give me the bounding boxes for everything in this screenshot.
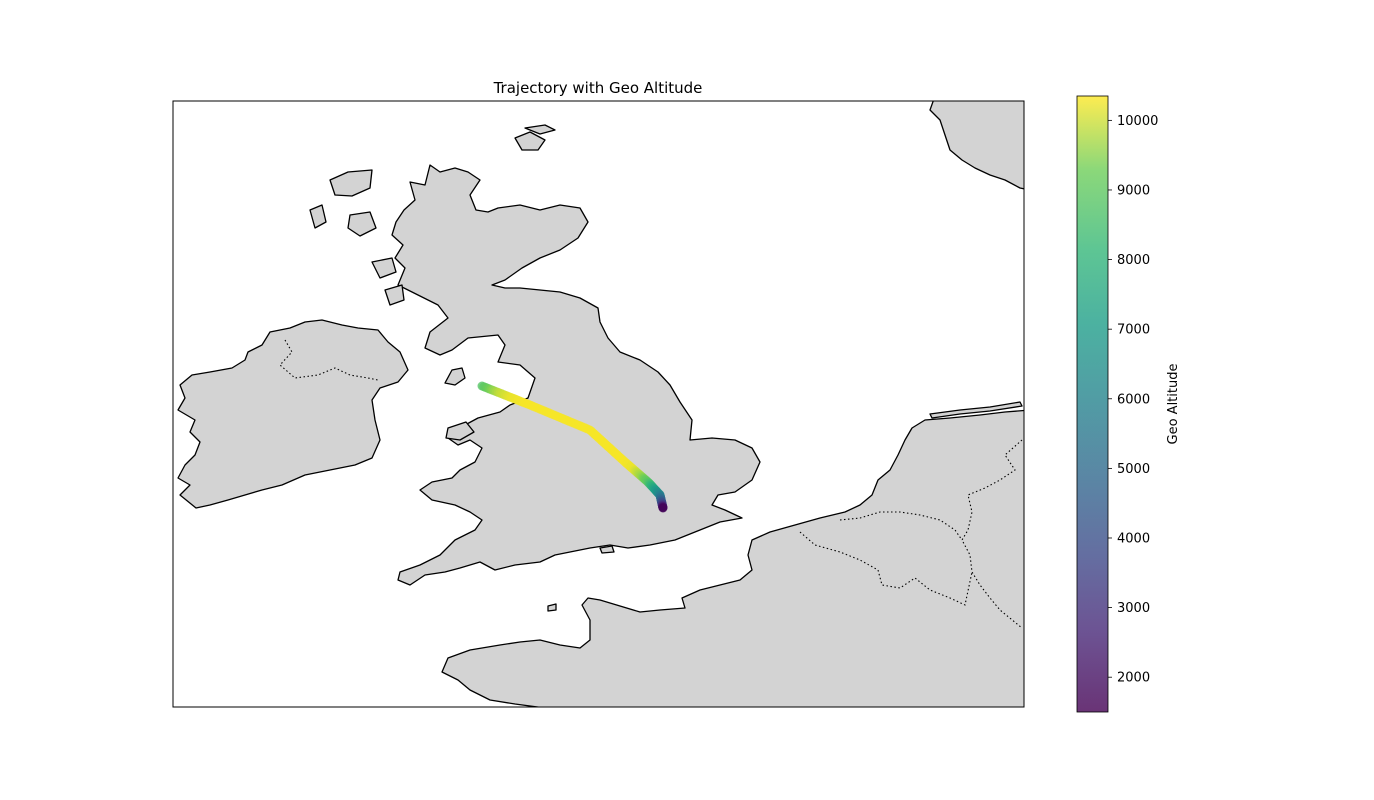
trajectory xyxy=(477,381,668,513)
land-scandinavia xyxy=(929,101,1024,190)
land-frisian-islands xyxy=(929,401,1023,419)
land-skye xyxy=(347,211,377,237)
colorbar-tick-label: 6000 xyxy=(1117,392,1150,407)
colorbar-tick-label: 10000 xyxy=(1117,114,1158,129)
colorbar-tick-label: 5000 xyxy=(1117,462,1150,477)
land-shetland xyxy=(524,124,556,135)
border-belgium xyxy=(839,511,963,541)
colorbar-tick-label: 7000 xyxy=(1117,323,1150,338)
colorbar-ticks: 2000 3000 4000 5000 6000 7000 8000 9000 10000 xyxy=(1108,114,1158,686)
land-isle-of-man xyxy=(444,367,466,386)
land-hebrides xyxy=(329,169,373,197)
colorbar-tick-label: 3000 xyxy=(1117,601,1150,616)
trajectory-point xyxy=(658,503,668,513)
colorbar-tick-label: 2000 xyxy=(1117,671,1150,686)
chart-title: Trajectory with Geo Altitude xyxy=(493,79,703,97)
colorbar-label: Geo Altitude xyxy=(1166,364,1181,445)
map-land xyxy=(177,101,1024,707)
land-islay xyxy=(384,284,405,306)
colorbar-tick-label: 4000 xyxy=(1117,531,1150,546)
land-great-britain xyxy=(391,164,761,586)
land-mull xyxy=(371,257,397,279)
land-channel-islands xyxy=(547,603,557,612)
land-continental-europe xyxy=(441,409,1024,707)
colorbar-tick-label: 8000 xyxy=(1117,253,1150,268)
map-frame xyxy=(172,100,1025,708)
border-france-belgium xyxy=(799,531,973,606)
land-anglesey xyxy=(445,421,475,441)
colorbar-tick-label: 9000 xyxy=(1117,183,1150,198)
land-orkney xyxy=(514,131,546,151)
land-ireland xyxy=(177,319,409,509)
land-outer-isle xyxy=(309,204,327,229)
colorbar xyxy=(1076,95,1109,713)
country-borders xyxy=(279,339,1023,629)
land-isle-of-wight xyxy=(599,545,615,554)
